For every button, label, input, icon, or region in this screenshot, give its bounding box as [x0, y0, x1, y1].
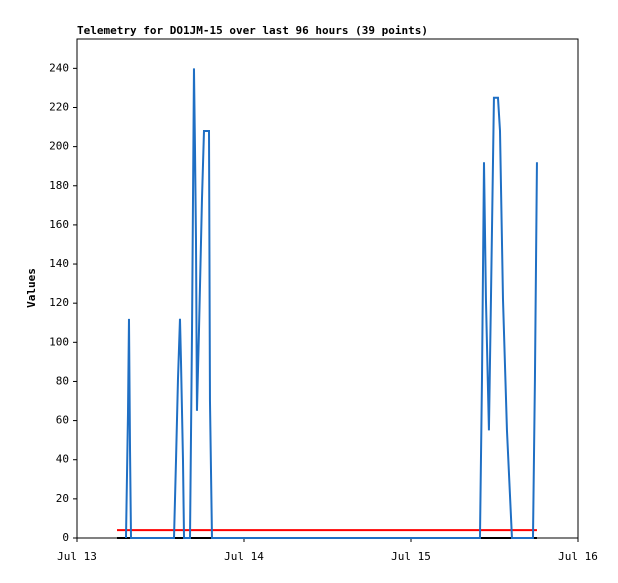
- y-tick-label: 160: [49, 218, 69, 231]
- series-line: [124, 68, 538, 539]
- y-tick-label: 60: [56, 414, 69, 427]
- chart-title: Telemetry for DO1JM-15 over last 96 hour…: [77, 24, 428, 37]
- y-tick-label: 120: [49, 296, 69, 309]
- x-tick-label: Jul 15: [391, 550, 431, 563]
- y-tick-label: 240: [49, 61, 69, 74]
- y-tick-label: 140: [49, 257, 69, 270]
- x-tick-label: Jul 14: [224, 550, 264, 563]
- y-axis-label: Values: [25, 268, 38, 308]
- y-tick-label: 220: [49, 100, 69, 113]
- y-tick-label: 0: [62, 531, 69, 544]
- y-tick-label: 100: [49, 335, 69, 348]
- y-tick-label: 200: [49, 140, 69, 153]
- y-tick-label: 40: [56, 453, 69, 466]
- y-tick-label: 180: [49, 179, 69, 192]
- y-tick-label: 80: [56, 374, 69, 387]
- y-tick-label: 20: [56, 492, 69, 505]
- x-tick-label: Jul 13: [57, 550, 97, 563]
- x-tick-label: Jul 16: [558, 550, 598, 563]
